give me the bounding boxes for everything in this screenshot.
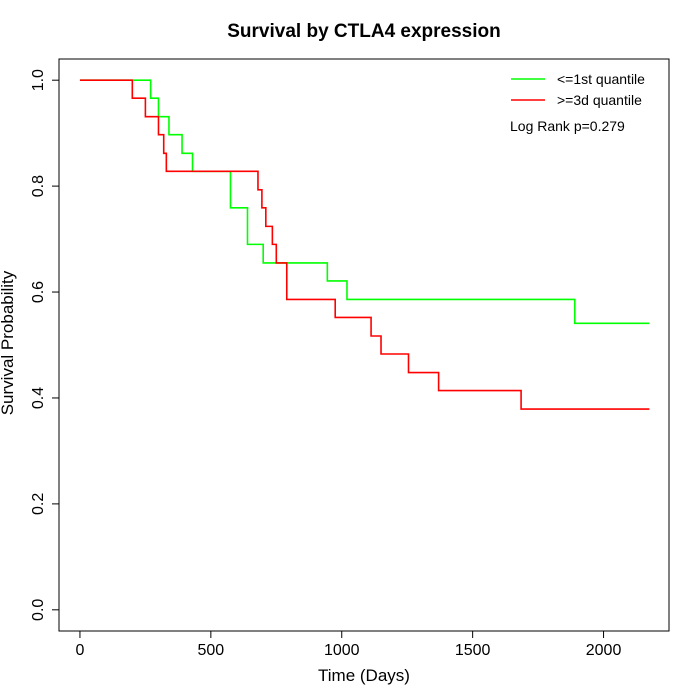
x-axis: 0 500 1000 1500 2000 — [75, 630, 622, 659]
y-tick-label: 0.6 — [30, 281, 47, 303]
x-axis-label: Time (Days) — [318, 666, 410, 685]
x-tick-label: 500 — [197, 642, 224, 659]
y-tick-label: 1.0 — [30, 69, 47, 91]
survival-curve-series-1 — [79, 79, 650, 325]
x-tick-label: 0 — [75, 642, 84, 659]
log-rank-annotation: Log Rank p=0.279 — [510, 118, 625, 134]
plot-frame — [58, 58, 670, 632]
legend: <=1st quantile >=3d quantile — [511, 71, 645, 108]
legend-label: <=1st quantile — [557, 71, 645, 87]
x-tick-label: 1000 — [324, 642, 360, 659]
x-tick-label: 2000 — [586, 642, 622, 659]
y-tick-label: 0.8 — [30, 175, 47, 197]
x-tick-label: 1500 — [455, 642, 491, 659]
y-axis-label: Survival Probability — [0, 270, 17, 415]
y-tick-label: 0.0 — [30, 599, 47, 621]
chart-title: Survival by CTLA4 expression — [227, 21, 501, 42]
y-axis: 0.0 0.2 0.4 0.6 0.8 1.0 — [30, 69, 60, 621]
y-tick-label: 0.4 — [30, 387, 47, 409]
y-tick-label: 0.2 — [30, 493, 47, 515]
series-layer — [79, 79, 650, 410]
legend-label: >=3d quantile — [557, 92, 642, 108]
survival-curve-series-2 — [79, 79, 650, 410]
